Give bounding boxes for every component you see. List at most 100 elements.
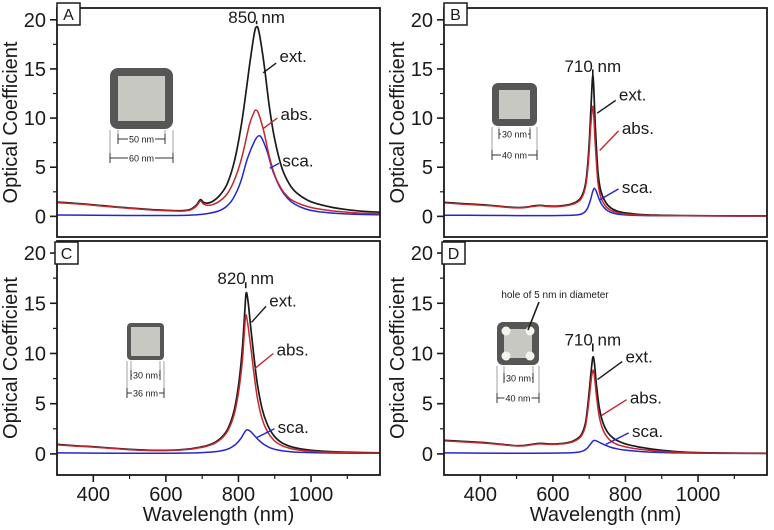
- panel-letter-box: [441, 241, 466, 265]
- panel-letter: D: [448, 246, 460, 263]
- leader-line-abs: [600, 399, 627, 417]
- curve-sca: [444, 187, 767, 217]
- inset-schematic: 30 nm 36 nm: [126, 323, 165, 399]
- panel-background: [0, 0, 387, 240]
- panel-letter-box: [443, 2, 468, 26]
- x-axis-label: Wavelength (nm): [530, 504, 682, 526]
- series-label-abs: abs.: [622, 119, 654, 138]
- panel-letter-box: [54, 241, 79, 265]
- y-tick-label: 5: [35, 157, 46, 179]
- x-tick-label: 600: [149, 484, 182, 506]
- inset-dim-label-outer: 40 nm: [502, 151, 527, 161]
- y-tick-label: 15: [24, 59, 46, 81]
- leader-line-ext: [596, 99, 617, 114]
- x-tick-label: 1000: [676, 484, 721, 506]
- y-tick-label: 15: [411, 293, 433, 315]
- inset-square-core: [118, 76, 165, 121]
- peak-wavelength-label: 710 nm: [564, 57, 621, 76]
- y-tick-label: 20: [411, 243, 433, 265]
- plot-frame: [443, 7, 768, 238]
- series-label-sca: sca.: [282, 151, 313, 170]
- curve-abs: [57, 109, 380, 215]
- curve-sca: [57, 134, 380, 217]
- series-label-sca: sca.: [278, 418, 309, 437]
- inset-square-core: [499, 90, 530, 119]
- y-tick-label: 0: [35, 444, 46, 466]
- y-tick-label: 10: [24, 108, 46, 130]
- curves-group: [444, 74, 767, 217]
- inset-dim-label-bg: [132, 370, 159, 380]
- plot-frame: [443, 240, 768, 476]
- inset-dim-label-inner: 30 nm: [506, 374, 531, 384]
- y-tick-label: 0: [35, 206, 46, 228]
- peak-wavelength-label: 820 nm: [217, 269, 274, 288]
- leader-line-sca: [599, 188, 619, 201]
- peak-wavelength-label: 710 nm: [564, 330, 621, 349]
- panel-background: [387, 240, 774, 530]
- y-tick-label: 15: [411, 59, 433, 81]
- inset-dim-label-outer: 40 nm: [505, 394, 530, 404]
- panel-letter-box: [56, 2, 81, 26]
- leader-line-ext: [262, 62, 277, 74]
- x-tick-label: 800: [609, 484, 642, 506]
- panel-background: [0, 240, 387, 530]
- leader-line-sca: [605, 432, 630, 445]
- series-label-abs: abs.: [630, 389, 662, 408]
- x-axis-label: Wavelength (nm): [143, 504, 295, 526]
- inset-dim-label-bg: [501, 129, 528, 139]
- leader-line-sca: [269, 162, 280, 169]
- inset-dim-label-outer: 60 nm: [129, 154, 154, 164]
- y-tick-label: 5: [422, 157, 433, 179]
- y-tick-label: 10: [411, 108, 433, 130]
- series-label-sca: sca.: [632, 422, 663, 441]
- peak-wavelength-label: 850 nm: [228, 8, 285, 27]
- panel-letter: C: [61, 246, 73, 263]
- curve-abs: [57, 314, 380, 454]
- y-axis-label: Optical Coefficient: [0, 41, 22, 203]
- y-tick-label: 20: [24, 10, 46, 32]
- series-label-ext: ext.: [625, 347, 652, 366]
- curves-group: [57, 291, 380, 455]
- inset-dim-label-bg: [504, 393, 532, 403]
- series-label-ext: ext.: [279, 47, 306, 66]
- inset-schematic: 50 nm 60 nm: [109, 68, 174, 164]
- series-label-sca: sca.: [622, 178, 653, 197]
- curves-group: [444, 355, 767, 455]
- panel-letter: A: [63, 7, 74, 24]
- leader-line-abs: [254, 352, 274, 370]
- series-label-ext: ext.: [269, 291, 296, 310]
- y-tick-label: 5: [422, 394, 433, 416]
- y-tick-label: 0: [422, 206, 433, 228]
- y-tick-label: 20: [411, 10, 433, 32]
- y-tick-label: 15: [24, 293, 46, 315]
- y-tick-label: 20: [24, 243, 46, 265]
- inset-dim-label-outer: 36 nm: [133, 389, 158, 399]
- curves-group: [57, 25, 380, 217]
- series-label-ext: ext.: [619, 85, 646, 104]
- y-tick-label: 10: [24, 343, 46, 365]
- y-axis-label: Optical Coefficient: [387, 277, 409, 439]
- inset-dim-label-bg: [132, 388, 159, 398]
- plot-frame: [56, 7, 381, 238]
- inset-hole: [525, 351, 535, 361]
- y-tick-label: 0: [422, 444, 433, 466]
- y-axis-label: Optical Coefficient: [387, 41, 409, 203]
- inset-dim-label-bg: [505, 373, 532, 383]
- series-label-abs: abs.: [277, 340, 309, 359]
- panel-letter: B: [450, 7, 461, 24]
- leader-line-sca: [255, 428, 275, 439]
- y-axis-label: Optical Coefficient: [0, 277, 22, 439]
- curve-sca: [57, 428, 380, 455]
- inset-hole: [501, 351, 511, 361]
- leader-line-abs: [262, 117, 278, 130]
- inset-schematic: 30 nm 40 nm: [491, 83, 538, 161]
- inset-schematic: hole of 5 nm in diameter 30 nm 40 nm: [496, 290, 609, 404]
- inset-square-core: [131, 327, 160, 356]
- inset-hole: [525, 326, 535, 336]
- inset-hole: [501, 326, 511, 336]
- curve-abs: [444, 369, 767, 455]
